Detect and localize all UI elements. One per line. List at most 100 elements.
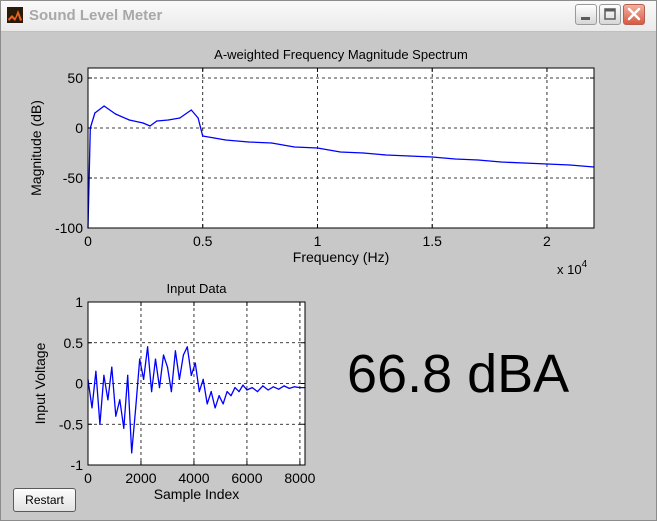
chart1-data-point <box>107 399 109 401</box>
chart1-data-point <box>283 385 285 387</box>
chart1-data-point <box>214 407 216 409</box>
chart1-data-point <box>262 385 264 387</box>
chart1-data-point <box>99 423 101 425</box>
chart1-data-point <box>147 346 149 348</box>
chart0-data-point <box>94 112 96 114</box>
chart1-data-point <box>267 389 269 391</box>
chart0-data-point <box>156 120 158 122</box>
chart1-data-point <box>246 389 248 391</box>
window-title: Sound Level Meter <box>29 7 163 24</box>
chart0-data-point <box>316 147 319 149</box>
chart1-data-point <box>202 378 204 380</box>
chart1-data-point <box>190 374 192 376</box>
chart1-data-point <box>242 384 244 386</box>
chart0-data-point <box>408 155 410 157</box>
chart0-data-point <box>225 139 227 141</box>
chart0-data-point <box>103 105 105 107</box>
maximize-button[interactable] <box>599 4 621 25</box>
chart0-data-point <box>454 158 456 160</box>
chart1-data-point <box>251 387 253 389</box>
chart1-y-tick-label: -1 <box>71 457 84 473</box>
chart0-title: A-weighted Frequency Magnitude Spectrum <box>214 47 468 62</box>
chart1-y-tick-label: 0 <box>75 376 83 392</box>
chart1-data-point <box>119 399 121 401</box>
chart1-data-point <box>111 366 113 368</box>
title-bar[interactable]: Sound Level Meter <box>1 1 656 32</box>
chart1-data-point <box>131 452 133 454</box>
chart1-y-tick-label: -0.5 <box>59 416 83 432</box>
chart0-data-point <box>546 163 548 165</box>
chart0-data-point <box>293 146 296 148</box>
close-icon <box>627 7 641 21</box>
chart0-data-point <box>271 142 273 144</box>
chart0-data-point <box>362 152 364 154</box>
chart1-y-tick-label: 0.5 <box>64 335 84 351</box>
chart1-data-point <box>143 378 145 380</box>
close-button[interactable] <box>623 4 645 25</box>
chart1-data-point <box>151 391 153 393</box>
chart0-y-tick-label: 50 <box>67 70 83 86</box>
chart1-data-point <box>288 387 290 389</box>
chart0-x-multiplier: x 104 <box>557 259 588 277</box>
chart1-data-point <box>294 386 296 388</box>
chart1-data-point <box>91 407 93 409</box>
chart1-data-point <box>194 362 196 364</box>
chart1-x-tick-label: 0 <box>84 470 92 486</box>
chart0-x-axis-label: Frequency (Hz) <box>293 249 389 265</box>
chart0-data-point <box>197 117 199 119</box>
chart0-axes-box <box>87 67 595 229</box>
chart1-data-point <box>230 395 232 397</box>
chart0-data-point <box>167 119 169 121</box>
chart1-y-tick-label: 1 <box>75 294 83 310</box>
chart0-data-point <box>142 122 144 124</box>
chart1-data-point <box>115 415 117 417</box>
chart0-data-point <box>190 109 192 111</box>
chart0-y-tick-label: -50 <box>63 170 83 186</box>
chart1-data-point <box>238 391 240 393</box>
chart1-y-axis-label: Input Voltage <box>32 342 48 424</box>
chart1-x-tick-label: 6000 <box>231 470 262 486</box>
chart1-data-point <box>206 403 208 405</box>
chart1-data-point <box>103 374 105 376</box>
chart1-data-point <box>182 354 184 356</box>
minimize-icon <box>581 17 590 20</box>
chart0-data-point <box>569 164 571 166</box>
chart0-series-line-0 <box>87 105 595 229</box>
chart0-data-point <box>128 119 130 121</box>
restart-button[interactable]: Restart <box>13 488 76 512</box>
chart1-data-point <box>218 395 220 397</box>
chart0-data-point <box>114 113 117 115</box>
chart0-data-point <box>213 137 215 139</box>
chart0-data-point <box>523 162 525 164</box>
chart0-data-point <box>202 135 204 137</box>
chart0-data-point <box>339 151 341 153</box>
chart0-y-tick-label: -100 <box>55 220 83 236</box>
chart1-x-tick-label: 8000 <box>284 470 315 486</box>
chart0-x-tick-label: 0 <box>84 233 92 249</box>
chart0-data-point <box>431 156 433 158</box>
chart0-x-tick-label: 1 <box>314 233 322 249</box>
sound-level-readout: 66.8 dBA <box>347 344 570 404</box>
chart1-data-point <box>139 358 141 360</box>
chart0-y-axis-label: Magnitude (dB) <box>28 100 44 196</box>
chart1-data-point <box>222 403 224 405</box>
chart0-data-point <box>385 154 387 156</box>
chart0-y-tick-label: 0 <box>75 120 83 136</box>
matlab-icon <box>7 7 23 23</box>
chart0-data-point <box>477 159 479 161</box>
chart0-plot-area <box>88 68 594 228</box>
chart1-data-point <box>234 387 236 389</box>
maximize-icon <box>604 8 616 20</box>
chart1-title: Input Data <box>167 281 228 296</box>
chart1-data-point <box>256 391 259 393</box>
chart1-x-axis-label: Sample Index <box>154 486 240 502</box>
chart1-data-point <box>226 391 228 393</box>
chart1-data-point <box>272 386 274 388</box>
chart1-data-point <box>170 391 172 393</box>
chart0-x-tick-label: 0.5 <box>193 233 213 249</box>
minimize-button[interactable] <box>575 4 597 25</box>
chart1-data-point <box>210 391 212 393</box>
chart1-data-point <box>166 366 169 368</box>
